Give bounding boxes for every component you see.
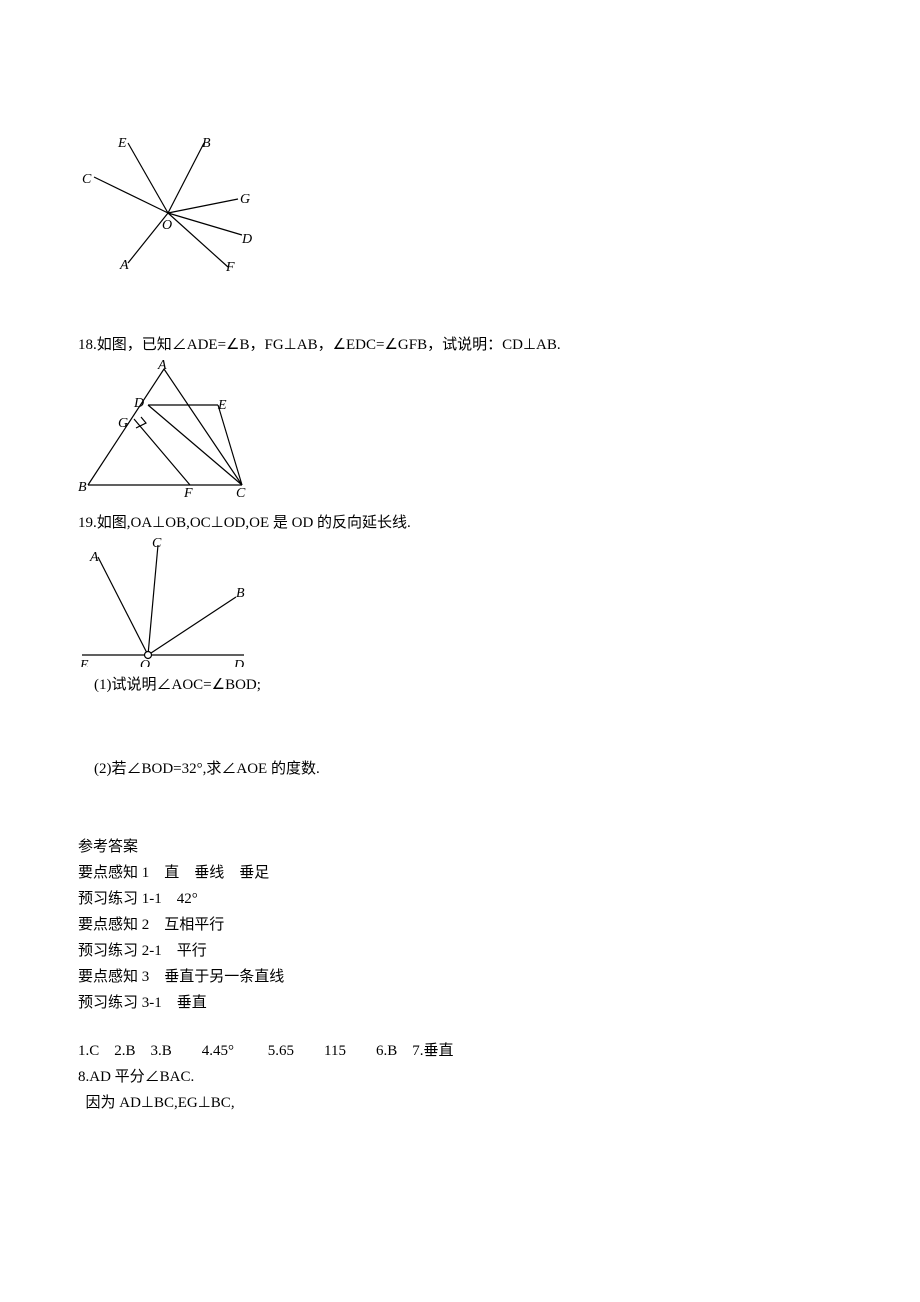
answers-line-0: 要点感知 1 直 垂线 垂足 [78, 861, 842, 885]
diagram-rays-icon: E B C G A DF O [78, 133, 258, 273]
spacer [78, 699, 842, 755]
svg-text:C: C [236, 486, 246, 499]
answers-header: 参考答案 [78, 835, 842, 859]
svg-text:D: D [241, 232, 252, 247]
svg-text:F: F [225, 260, 235, 273]
svg-text:G: G [118, 416, 128, 431]
svg-text:E: E [117, 136, 127, 151]
spacer [78, 783, 842, 833]
svg-text:A: A [89, 550, 99, 565]
answers-line-4: 要点感知 3 垂直于另一条直线 [78, 965, 842, 989]
answers-line-2: 要点感知 2 互相平行 [78, 913, 842, 937]
spacer [78, 1017, 842, 1037]
diagram-perpendicular-icon: A C B E O D [78, 537, 258, 667]
svg-text:A: A [119, 258, 129, 273]
svg-text:A: A [157, 359, 167, 373]
answers-8a: 8.AD 平分∠BAC. [78, 1065, 842, 1089]
diagram-triangle-icon: A B C D E G F [78, 359, 258, 499]
answers-line-5: 预习练习 3-1 垂直 [78, 991, 842, 1015]
svg-text:C: C [152, 537, 162, 551]
answers-line-3: 预习练习 2-1 平行 [78, 939, 842, 963]
svg-text:E: E [217, 398, 227, 413]
svg-text:G: G [240, 192, 250, 207]
question-19-sub-2: (2)若∠BOD=32°,求∠AOE 的度数. [78, 757, 842, 781]
svg-text:B: B [236, 586, 245, 601]
svg-text:B: B [78, 480, 87, 495]
svg-text:B: B [202, 136, 211, 151]
answers-numeric: 1.C 2.B 3.B 4.45° 5.65 115 6.B 7.垂直 [78, 1039, 842, 1063]
svg-text:C: C [82, 172, 92, 187]
svg-text:E: E [79, 658, 89, 667]
question-19-text: 19.如图,OA⊥OB,OC⊥OD,OE 是 OD 的反向延长线. [78, 511, 842, 535]
question-18-text: 18.如图，已知∠ADE=∠B，FG⊥AB，∠EDC=∠GFB，试说明：CD⊥A… [78, 333, 842, 357]
figure-18: A B C D E G F [78, 359, 842, 499]
figure-17: E B C G A DF O [78, 133, 842, 273]
svg-text:D: D [233, 658, 244, 667]
question-19-sub-1: (1)试说明∠AOC=∠BOD; [78, 673, 842, 697]
svg-text:O: O [140, 658, 150, 667]
answers-8b: 因为 AD⊥BC,EG⊥BC, [78, 1091, 842, 1115]
answers-line-1: 预习练习 1-1 42° [78, 887, 842, 911]
svg-text:F: F [183, 486, 193, 499]
figure-19: A C B E O D [78, 537, 842, 667]
svg-text:O: O [162, 218, 172, 233]
svg-text:D: D [133, 396, 144, 411]
